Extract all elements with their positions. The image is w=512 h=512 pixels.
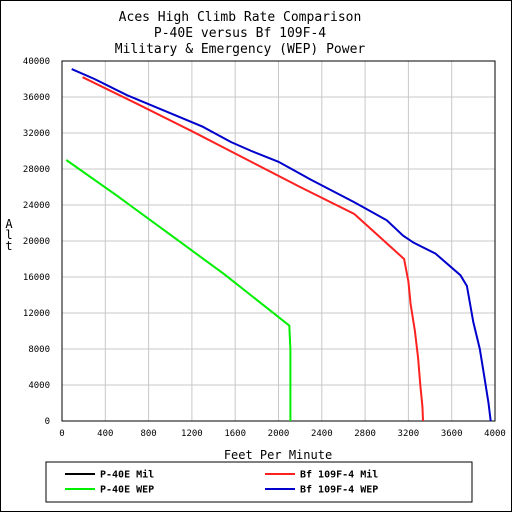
x-tick-label: 2000	[268, 429, 290, 439]
legend-label-bf-109f-4-wep: Bf 109F-4 WEP	[300, 485, 378, 496]
y-tick-label: 8000	[28, 345, 50, 355]
y-tick-label: 24000	[23, 201, 50, 211]
y-tick-label: 28000	[23, 165, 50, 175]
legend-label-p-40e-mil: P-40E Mil	[100, 469, 154, 481]
x-tick-label: 400	[97, 429, 113, 439]
series-lines	[65, 68, 492, 422]
y-tick-label: 40000	[23, 57, 50, 67]
series-line-bf-109f-4-wep	[71, 68, 492, 422]
y-tick-labels: 0 4000 8000 12000 16000 20000 24000 28000 32000 3…	[23, 57, 50, 427]
legend: P-40E Mil Bf 109F-4 Mil P-40E WEP Bf 109F-4…	[65, 469, 378, 496]
series-line-p-40e-wep	[65, 159, 292, 421]
x-tick-label: 800	[140, 429, 156, 439]
y-tick-label: 12000	[23, 309, 50, 319]
series-line-bf-109f-4-mil	[82, 76, 424, 422]
y-axis-label-char: A	[5, 217, 13, 231]
y-tick-label: 16000	[23, 273, 50, 283]
grid-lines	[61, 60, 496, 422]
chart-title-line-2: P-40E versus Bf 109F-4	[154, 26, 326, 41]
chart-title-line-3: Military & Emergency (WEP) Power	[115, 42, 366, 57]
x-tick-label: 0	[59, 429, 64, 439]
x-axis-label: Feet Per Minute	[224, 448, 332, 462]
x-tick-label: 1600	[224, 429, 246, 439]
x-tick-label: 4000	[484, 429, 506, 439]
x-tick-labels: 0 400 800 1200 1600 2000 2400 2800 3200 3600 4000	[59, 429, 506, 439]
legend-label-bf-109f-4-mil: Bf 109F-4 Mil	[300, 469, 378, 481]
y-axis-label: Alt	[5, 217, 13, 253]
y-tick-label: 4000	[28, 381, 50, 391]
legend-box	[45, 461, 473, 503]
legend-label-p-40e-wep: P-40E WEP	[100, 485, 154, 496]
y-axis-label-char: t	[5, 239, 12, 253]
x-tick-label: 3600	[441, 429, 463, 439]
y-tick-label: 36000	[23, 93, 50, 103]
x-tick-label: 3200	[398, 429, 420, 439]
plot-area-border	[61, 60, 496, 422]
x-tick-label: 2400	[311, 429, 333, 439]
y-axis-label-char: l	[5, 228, 12, 242]
y-tick-label: 20000	[23, 237, 50, 247]
y-tick-label: 32000	[23, 129, 50, 139]
x-tick-label: 2800	[354, 429, 376, 439]
chart-title-line-1: Aces High Climb Rate Comparison	[119, 10, 362, 25]
x-tick-label: 1200	[181, 429, 203, 439]
y-tick-label: 0	[45, 417, 50, 427]
